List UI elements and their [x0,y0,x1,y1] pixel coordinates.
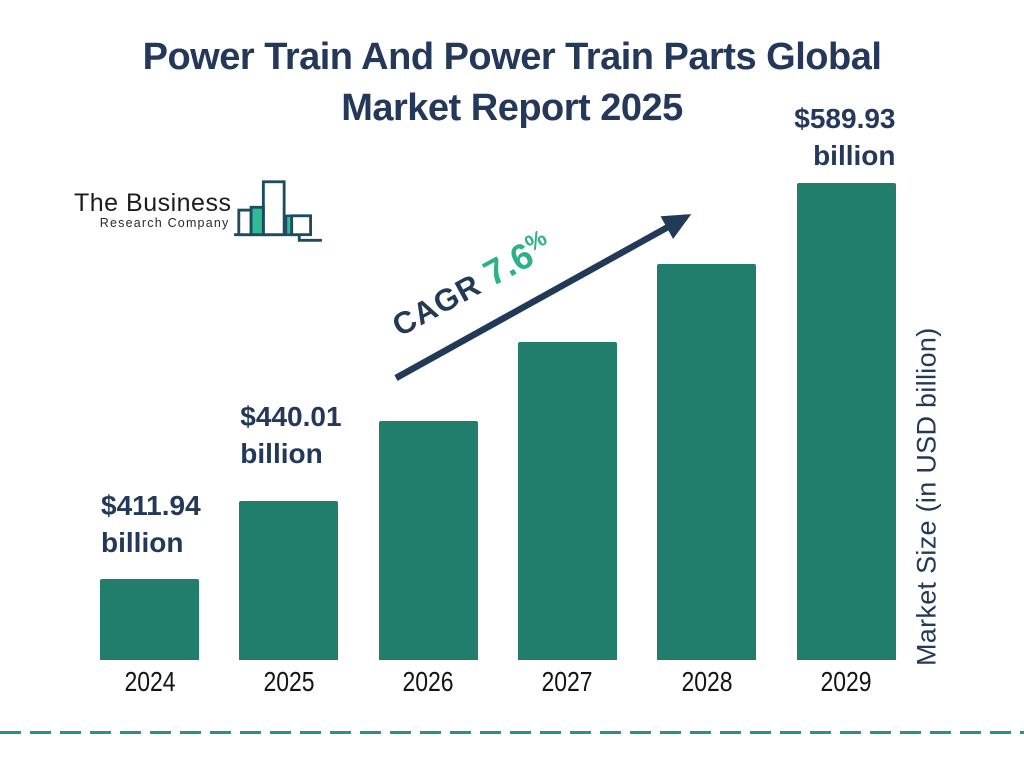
page-title-line1: Power Train And Power Train Parts Global [142,36,882,78]
logo-subname: Research Company [99,216,230,230]
bar-2026 [378,421,478,660]
bar-2027 [517,342,617,660]
trend-arrow-icon [394,214,692,381]
value-label-2029: $589.93 billion [794,103,896,171]
value-label-2025: $440.01 billion [240,401,342,469]
x-tick-2024: 2024 [123,666,176,697]
bar-2028 [657,264,757,660]
page-title-line2: Market Report 2025 [341,87,683,129]
x-tick-2028: 2028 [681,666,733,697]
x-tick-2029: 2029 [820,666,872,697]
bottom-dashed-divider [0,731,1024,734]
bar-chart-logo-icon [234,180,323,242]
x-tick-2027: 2027 [541,666,593,697]
x-tick-2026: 2026 [402,666,454,697]
logo-name: The Business [74,189,232,217]
value-label-2024: $411.94 billion [101,490,201,558]
logo-text: The Business Research Company [74,190,231,230]
bar-2029 [796,183,896,660]
y-axis-label: Market Size (in USD billion) [911,327,942,667]
x-tick-2025: 2025 [263,666,315,697]
bar-2024 [100,579,199,660]
company-logo: The Business Research Company [74,178,323,246]
page-title: Power Train And Power Train Parts Global… [0,32,1024,134]
bar-2025 [239,501,339,660]
